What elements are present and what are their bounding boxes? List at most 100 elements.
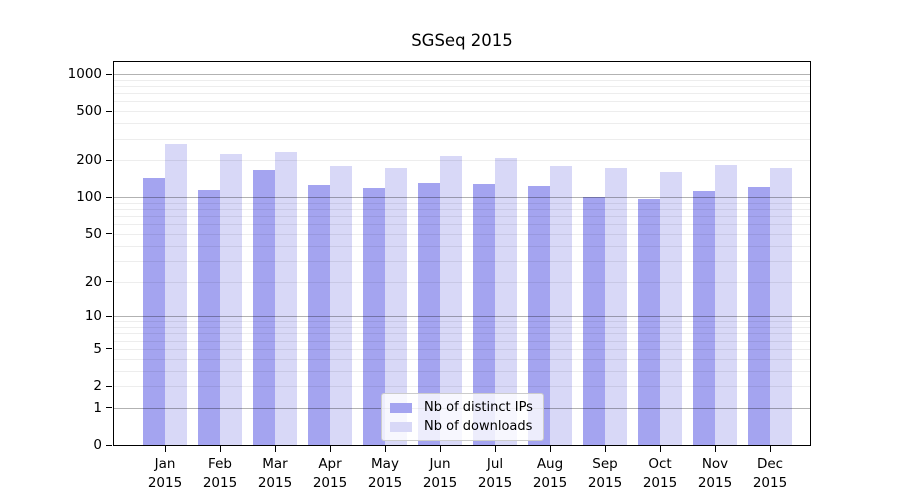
gridline-minor (114, 348, 810, 350)
y-tick-mark-500 (106, 110, 112, 112)
gridline-minor (114, 386, 810, 387)
bar-distinct-ips-jan (143, 178, 165, 445)
y-tick-mark-5 (106, 348, 112, 350)
y-tick-label-10: 10 (84, 308, 102, 325)
gridline-minor (114, 79, 810, 81)
x-tick-label-may: May 2015 (367, 456, 403, 491)
y-tick-mark-50 (106, 233, 112, 235)
bar-downloads-oct (660, 172, 682, 445)
bar-downloads-apr (330, 165, 352, 445)
x-tick-label-apr: Apr 2015 (312, 456, 348, 491)
y-tick-label-2: 2 (93, 378, 102, 394)
gridline-minor (114, 260, 810, 262)
gridline-minor (114, 123, 810, 125)
x-tick-mark-mar (274, 446, 276, 452)
x-tick-label-sep: Sep 2015 (587, 456, 623, 491)
chart-title: SGSeq 2015 (411, 31, 513, 50)
bar-downloads-aug (550, 166, 572, 445)
x-tick-label-jun: Jun 2015 (422, 456, 458, 491)
legend-item-distinct-ips: Nb of distinct IPs (390, 400, 533, 415)
y-tick-mark-1000 (106, 73, 112, 75)
y-tick-label-1000: 1000 (67, 66, 102, 82)
gridline-minor (114, 202, 810, 204)
x-tick-mark-dec (769, 446, 771, 452)
y-tick-mark-1 (106, 407, 112, 409)
y-tick-label-1: 1 (93, 399, 102, 416)
x-tick-mark-apr (329, 446, 331, 452)
x-tick-label-oct: Oct 2015 (642, 456, 678, 491)
x-tick-mark-oct (659, 446, 661, 452)
bar-downloads-nov (715, 164, 737, 445)
legend-swatch-downloads (390, 421, 412, 432)
x-tick-label-jul: Jul 2015 (477, 456, 513, 491)
y-tick-label-50: 50 (84, 225, 102, 242)
gridline-major-1000 (114, 74, 810, 75)
gridline-minor (114, 340, 810, 342)
y-tick-label-0: 0 (93, 437, 102, 453)
bar-distinct-ips-dec (748, 187, 770, 445)
legend: Nb of distinct IPs Nb of downloads (381, 393, 544, 441)
y-tick-mark-2 (106, 385, 112, 387)
legend-label-downloads: Nb of downloads (424, 419, 533, 434)
plot-area (113, 61, 811, 446)
gridline-minor (114, 321, 810, 323)
y-tick-label-20: 20 (84, 273, 102, 290)
x-tick-label-jan: Jan 2015 (147, 456, 183, 491)
gridline-minor (114, 216, 810, 218)
y-tick-label-5: 5 (93, 340, 102, 357)
bar-downloads-mar (275, 152, 297, 445)
gridline-major-100 (114, 197, 810, 199)
x-tick-label-aug: Aug 2015 (532, 456, 568, 491)
x-tick-label-dec: Dec 2015 (752, 456, 788, 491)
bar-distinct-ips-mar (253, 170, 275, 445)
bar-distinct-ips-nov (693, 191, 715, 445)
x-tick-mark-jun (439, 446, 441, 452)
gridline-major-10 (114, 316, 810, 318)
bar-downloads-jan (165, 144, 187, 445)
gridline-minor (114, 209, 810, 210)
gridline-minor (114, 358, 810, 360)
bar-distinct-ips-oct (638, 199, 660, 445)
x-tick-label-mar: Mar 2015 (257, 456, 293, 491)
y-tick-mark-10 (106, 315, 112, 317)
gridline-minor (114, 233, 810, 235)
gridline-minor (114, 281, 810, 283)
gridline-minor (114, 370, 810, 372)
x-tick-mark-sep (604, 446, 606, 452)
bars-layer (114, 62, 810, 445)
y-tick-label-100: 100 (76, 189, 102, 206)
y-tick-label-200: 200 (76, 152, 102, 169)
bar-downloads-sep (605, 167, 627, 445)
y-tick-mark-100 (106, 196, 112, 198)
x-tick-label-nov: Nov 2015 (697, 456, 733, 491)
x-tick-mark-jan (164, 446, 166, 452)
bar-distinct-ips-sep (583, 197, 605, 445)
bar-distinct-ips-feb (198, 190, 220, 445)
bar-downloads-feb (220, 153, 242, 445)
y-tick-mark-20 (106, 281, 112, 283)
legend-swatch-distinct-ips (390, 402, 412, 413)
gridline-minor (114, 333, 810, 335)
gridline-minor (114, 160, 810, 162)
gridline-minor (114, 93, 810, 95)
bar-distinct-ips-apr (308, 185, 330, 445)
x-tick-mark-feb (219, 446, 221, 452)
y-tick-label-500: 500 (76, 103, 102, 120)
y-tick-mark-0 (106, 444, 112, 446)
x-tick-mark-jul (494, 446, 496, 452)
legend-item-downloads: Nb of downloads (390, 419, 533, 434)
x-tick-mark-may (384, 446, 386, 452)
grid-layer (114, 62, 810, 445)
gridline-minor (114, 85, 810, 87)
x-tick-mark-aug (549, 446, 551, 452)
x-tick-label-feb: Feb 2015 (202, 456, 238, 491)
x-tick-mark-nov (714, 446, 716, 452)
gridline-minor (114, 245, 810, 247)
gridline-minor (114, 224, 810, 226)
gridline-minor (114, 111, 810, 113)
gridline-minor (114, 327, 810, 328)
bar-downloads-dec (770, 167, 792, 445)
legend-label-distinct-ips: Nb of distinct IPs (424, 400, 533, 415)
gridline-minor (114, 101, 810, 103)
